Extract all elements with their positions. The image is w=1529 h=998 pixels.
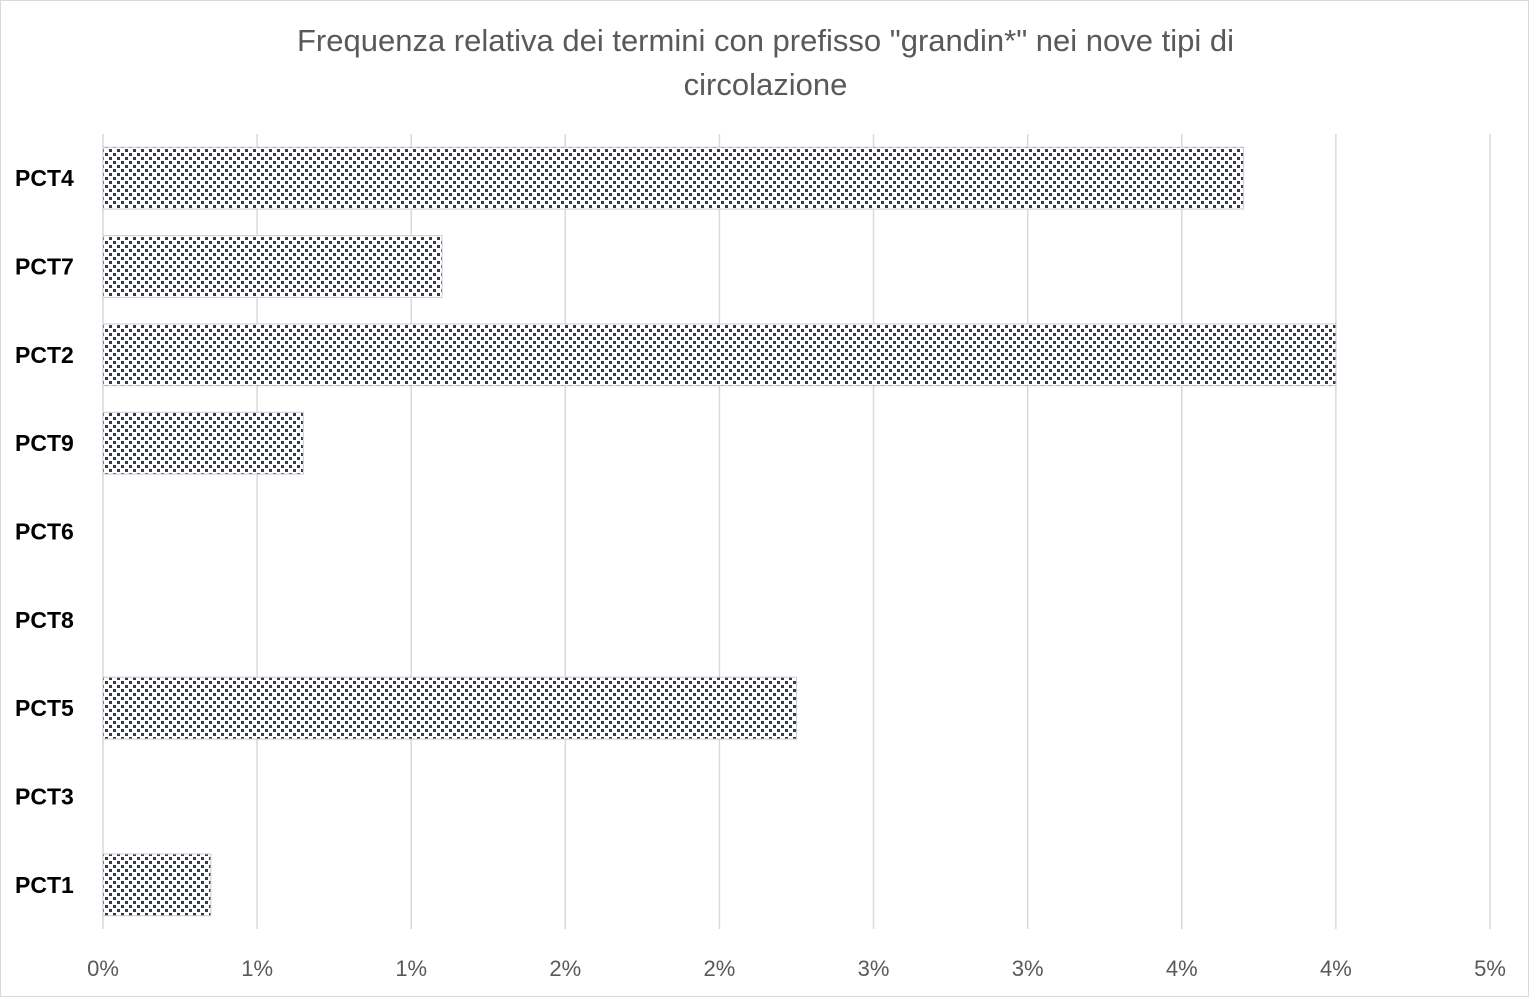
bar-pct7 <box>102 235 443 298</box>
category-labels: PCT4 PCT7 PCT2 PCT9 PCT6 PCT8 PCT5 PCT3 PCT1 <box>15 165 74 898</box>
x-tick-label-8: 4% <box>1320 956 1352 981</box>
category-label-pct3: PCT3 <box>15 784 74 810</box>
gridlines <box>102 134 1491 929</box>
x-tick-label-5: 3% <box>858 956 890 981</box>
category-label-pct4: PCT4 <box>15 165 74 191</box>
category-label-pct5: PCT5 <box>15 695 74 721</box>
category-label-pct6: PCT6 <box>15 519 74 545</box>
x-tick-labels: 0% 1% 1% 2% 2% 3% 3% 4% 4% 5% <box>87 956 1506 981</box>
bar-pct2 <box>102 323 1337 387</box>
bar-pct4 <box>102 146 1244 210</box>
x-tick-label-3: 2% <box>549 956 581 981</box>
bars <box>102 146 1337 917</box>
chart-title-line-2: circolazione <box>683 67 848 102</box>
bar-pct9 <box>102 411 304 475</box>
category-label-pct7: PCT7 <box>15 254 74 280</box>
chart-title-line-1: Frequenza relativa dei termini con prefi… <box>296 23 1234 58</box>
category-label-pct2: PCT2 <box>15 342 74 368</box>
chart-title: Frequenza relativa dei termini con prefi… <box>1 19 1529 107</box>
x-tick-label-6: 3% <box>1012 956 1044 981</box>
category-label-pct8: PCT8 <box>15 607 74 633</box>
bar-pct1 <box>102 853 212 917</box>
x-tick-label-7: 4% <box>1166 956 1198 981</box>
bar-pct5 <box>102 676 797 740</box>
x-tick-label-2: 1% <box>395 956 427 981</box>
x-tick-label-0: 0% <box>87 956 119 981</box>
x-tick-label-4: 2% <box>704 956 736 981</box>
category-label-pct9: PCT9 <box>15 430 74 456</box>
category-label-pct1: PCT1 <box>15 872 74 898</box>
x-tick-label-1: 1% <box>241 956 273 981</box>
x-tick-label-9: 5% <box>1474 956 1506 981</box>
